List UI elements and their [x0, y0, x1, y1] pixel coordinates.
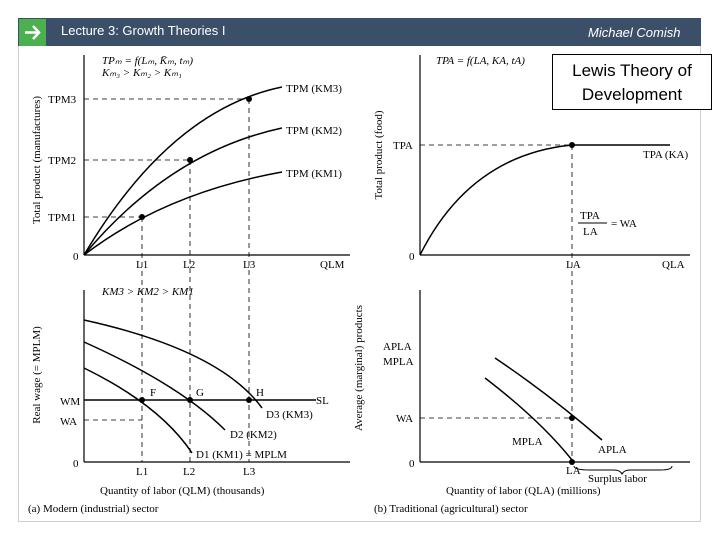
y-tick-wa-b: WA — [396, 413, 413, 425]
curve-label-km2: TPM (KM2) — [286, 125, 342, 137]
x-tick-la: LA — [566, 259, 581, 271]
panel-b-bottom-xlabel: Quantity of labor (QLA) (millions) — [446, 485, 601, 497]
y-tick-wm: WM — [60, 396, 80, 408]
panel-a-top-eq2: Kₘ₃ > Kₘ₂ > Kₘ₁ — [101, 67, 182, 79]
mp-curve — [484, 377, 573, 461]
tp-curve-km1 — [83, 171, 283, 256]
y-tick-apla: APLA — [383, 341, 412, 353]
ap-curve — [494, 357, 603, 441]
panel-a-bottom-ylabel: Real wage (= MPLM) — [31, 326, 43, 424]
panel-b-bottom-origin: 0 — [409, 458, 415, 470]
curve-label-km3: TPM (KM3) — [286, 83, 342, 95]
x-tick-l1: L1 — [136, 259, 148, 271]
tpa-curve — [419, 144, 670, 256]
x-tick-l2: L2 — [183, 259, 195, 271]
wage-eq-denominator: LA — [583, 226, 598, 238]
point-h-label: H — [256, 387, 264, 399]
demand-curve-d2 — [83, 341, 226, 431]
demand-label-d1: D1 (KM1) = MPLM — [196, 449, 287, 461]
arrow-right-icon — [25, 25, 41, 40]
panel-b-caption: (b) Traditional (agricultural) sector — [374, 503, 528, 515]
curve-label-km1: TPM (KM1) — [286, 168, 342, 180]
slide-frame — [18, 46, 701, 522]
x-tick-l3: L3 — [243, 259, 256, 271]
panel-b-bottom-ylabel: Average (marginal) products — [353, 305, 365, 431]
slide-title-box: Lewis Theory of Development — [552, 54, 712, 110]
panel-a-bottom-eq: KM3 > KM2 > KM1 — [101, 286, 194, 298]
panel-b-top-origin: 0 — [409, 251, 415, 263]
mp-curve-label: MPLA — [512, 436, 543, 448]
wage-eq-numerator: TPA — [580, 210, 600, 222]
tpa-curve-label: TPA (KA) — [643, 149, 688, 161]
panel-b-top-ylabel: Total product (food) — [373, 110, 385, 199]
lecture-title: Lecture 3: Growth Theories I — [61, 23, 226, 38]
slide-header-bar — [18, 18, 701, 46]
y-tick-wa: WA — [60, 416, 77, 428]
tp-curve-km2 — [83, 127, 283, 256]
panel-b-top-xlabel: QLA — [662, 259, 685, 271]
nav-arrow-button[interactable] — [19, 19, 46, 46]
panel-a-top-eq1: TPₘ = f(Lₘ, K̄ₘ, tₘ) — [102, 55, 193, 67]
x-tick-l1-bottom: L1 — [136, 466, 148, 478]
demand-label-d3: D3 (KM3) — [266, 409, 313, 421]
panel-a-caption: (a) Modern (industrial) sector — [28, 503, 159, 515]
slide-title-line1: Lewis Theory of — [572, 61, 692, 80]
y-tick-tpm3: TPM3 — [48, 94, 77, 106]
x-tick-l2-bottom: L2 — [183, 466, 195, 478]
slide-title-line2: Development — [581, 85, 683, 104]
demand-curve-d1 — [83, 367, 193, 454]
panel-b-top-eq: TPA = f(LA, KA, tA) — [436, 55, 525, 67]
tp-curve-km3 — [83, 86, 283, 256]
y-tick-tpm2: TPM2 — [48, 155, 76, 167]
wage-eq-rhs: = WA — [611, 218, 637, 230]
panel-a-top-xlabel: QLM — [320, 259, 345, 271]
panel-a-top-origin: 0 — [73, 251, 79, 263]
x-tick-la-bottom: LA — [566, 465, 581, 477]
y-tick-tpm1: TPM1 — [48, 212, 76, 224]
point-f-label: F — [150, 387, 156, 399]
surplus-labor-label: Surplus labor — [588, 473, 647, 485]
demand-label-d2: D2 (KM2) — [230, 429, 277, 441]
ap-curve-label: APLA — [598, 444, 627, 456]
panel-a-bottom-origin: 0 — [73, 458, 79, 470]
surplus-labor-brace — [573, 465, 673, 476]
x-tick-l3-bottom: L3 — [243, 466, 256, 478]
y-tick-mpla: MPLA — [383, 356, 414, 368]
panel-a-top-ylabel: Total product (manufactures) — [31, 96, 43, 224]
demand-curve-d3 — [83, 319, 263, 409]
point-g-label: G — [196, 387, 204, 399]
y-tick-tpa: TPA — [393, 140, 413, 152]
author-name: Michael Comish — [588, 25, 681, 40]
supply-label: SL — [316, 395, 329, 407]
panel-a-bottom-xlabel: Quantity of labor (QLM) (thousands) — [100, 485, 265, 497]
